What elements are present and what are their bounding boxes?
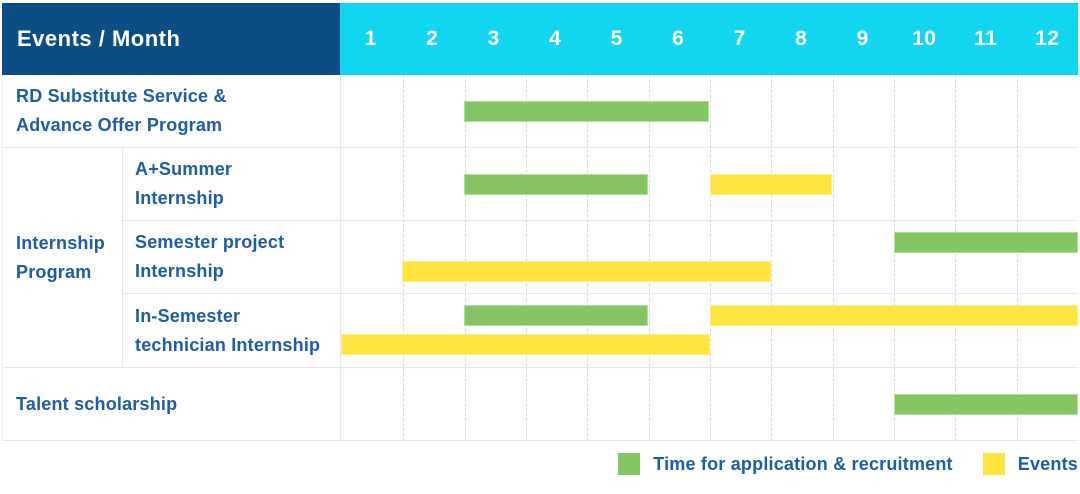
table-row: Semester project Internship <box>123 221 1078 294</box>
row-label-in-semester-technician: In-Semester technician Internship <box>123 294 341 367</box>
table-body: RD Substitute Service & Advance Offer Pr… <box>2 75 1078 441</box>
gantt-bar-yellow <box>709 174 833 195</box>
month-label: 5 <box>610 27 623 50</box>
grid-overlay <box>342 75 1078 441</box>
row-label-line: A+Summer <box>135 159 233 179</box>
legend: Time for application & recruitment Event… <box>618 451 1078 477</box>
table-row: RD Substitute Service & Advance Offer Pr… <box>3 75 1078 148</box>
gantt-bar-green <box>463 174 649 195</box>
row-label-line: Internship <box>135 188 225 208</box>
table-row: In-Semester technician Internship <box>123 294 1078 367</box>
month-label: 8 <box>795 27 808 50</box>
group-rows: A+Summer Internship Semester project Int… <box>123 148 1078 367</box>
table-header: Events / Month 1 2 3 4 5 6 7 8 9 10 11 12 <box>2 3 1078 75</box>
month-label: 6 <box>672 27 685 50</box>
row-label-line: Semester project <box>135 232 285 252</box>
gantt-row-chart <box>341 368 1078 440</box>
group-label-line: Internship <box>16 232 106 253</box>
gantt-bar-yellow <box>341 334 710 355</box>
row-label-line: In-Semester <box>135 305 241 326</box>
month-label: 2 <box>426 27 439 50</box>
row-label-line: Internship <box>135 261 225 281</box>
internship-program-group: Internship Program A+Summer Internship S… <box>3 148 1078 368</box>
row-label-line: technician Internship <box>135 334 321 355</box>
row-label-talent-scholarship: Talent scholarship <box>3 368 341 440</box>
yellow-swatch-icon <box>982 453 1005 475</box>
gantt-bar-yellow <box>402 261 771 282</box>
gantt-bar-green <box>893 394 1078 415</box>
table-row: Talent scholarship <box>3 368 1078 441</box>
month-label: 11 <box>974 27 998 50</box>
row-label-line: Talent scholarship <box>16 393 178 414</box>
gantt-row-chart <box>341 148 1078 220</box>
gantt-bar-green <box>893 232 1078 253</box>
gantt-table: Events / Month 1 2 3 4 5 6 7 8 9 10 11 12 RD Substi… <box>2 3 1078 441</box>
gantt-row-chart <box>341 75 1078 147</box>
legend-item-application-recruitment: Time for application & recruitment <box>618 453 953 475</box>
month-label: 3 <box>487 27 500 50</box>
row-label-semester-project: Semester project Internship <box>123 221 341 293</box>
month-label: 1 <box>364 27 377 50</box>
row-label-line: RD Substitute Service & <box>16 86 227 106</box>
row-label-rd-substitute: RD Substitute Service & Advance Offer Pr… <box>3 75 341 147</box>
gantt-row-chart <box>341 221 1078 293</box>
table-row: A+Summer Internship <box>123 148 1078 221</box>
month-label: 10 <box>912 27 937 50</box>
green-swatch-icon <box>618 453 641 475</box>
legend-label: Events <box>1017 453 1078 474</box>
month-label: 7 <box>733 27 746 50</box>
group-label-internship-program: Internship Program <box>3 148 123 367</box>
legend-label: Time for application & recruitment <box>653 453 953 474</box>
month-label: 12 <box>1035 27 1060 50</box>
header-title: Events / Month <box>2 3 340 75</box>
month-header: 1 2 3 4 5 6 7 8 9 10 11 12 <box>340 3 1078 75</box>
legend-item-events: Events <box>982 453 1078 475</box>
gantt-bar-yellow <box>709 305 1078 326</box>
month-label: 9 <box>856 27 869 50</box>
row-label-a-plus-summer: A+Summer Internship <box>123 148 341 220</box>
row-label-line: Advance Offer Program <box>16 115 223 135</box>
gantt-row-chart <box>341 294 1078 367</box>
gantt-bar-green <box>463 305 649 326</box>
group-label-line: Program <box>16 261 92 282</box>
gantt-bar-green <box>463 101 710 122</box>
month-label: 4 <box>549 27 562 50</box>
